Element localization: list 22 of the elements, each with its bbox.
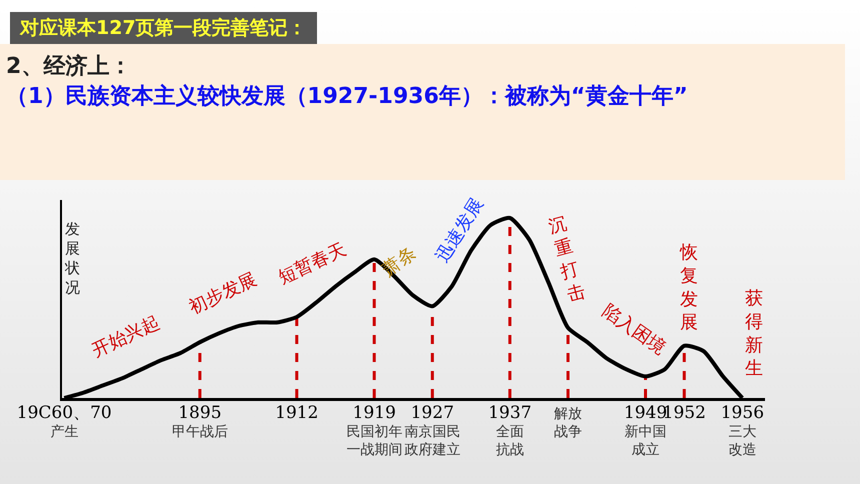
x-tick-label: 1956 三大改造 xyxy=(720,402,764,458)
annotation: 沉重打击 xyxy=(546,212,588,306)
x-tick-label: 19C60、70 产生 xyxy=(16,402,112,440)
annotation: 恢复发展 xyxy=(679,242,698,334)
annotation: 获得新生 xyxy=(745,288,763,380)
annotation: 开始兴起 xyxy=(88,312,163,362)
x-tick-label: 1912 xyxy=(275,402,318,423)
annotation: 陷入困境 xyxy=(598,300,670,359)
chart-subtitle: 2、经济上： xyxy=(5,52,132,81)
annotation: 发展状况 xyxy=(64,220,80,296)
text: （1）民族资本主义较快发展（1927-1936年）：被称为“黄金十年” xyxy=(5,82,689,111)
x-tick-label: 解放战争 xyxy=(554,406,582,440)
chart-title: 对应课本127页第一段完善笔记： xyxy=(10,12,317,44)
annotation: 短暂春天 xyxy=(275,238,350,288)
x-tick-label: 1895 甲午战后 xyxy=(172,402,228,440)
annotation: 初步发展 xyxy=(186,268,260,318)
x-tick-label: 1949 新中国成立 xyxy=(624,402,668,458)
x-tick-label: 1927 南京国民政府建立 xyxy=(404,402,460,458)
annotation: 迅速发展 xyxy=(432,194,488,266)
x-tick-label: 1919 民国初年一战期间 xyxy=(346,402,402,458)
annotation: 萧条 xyxy=(378,242,420,281)
x-tick-label: 1937 全面抗战 xyxy=(488,402,532,458)
